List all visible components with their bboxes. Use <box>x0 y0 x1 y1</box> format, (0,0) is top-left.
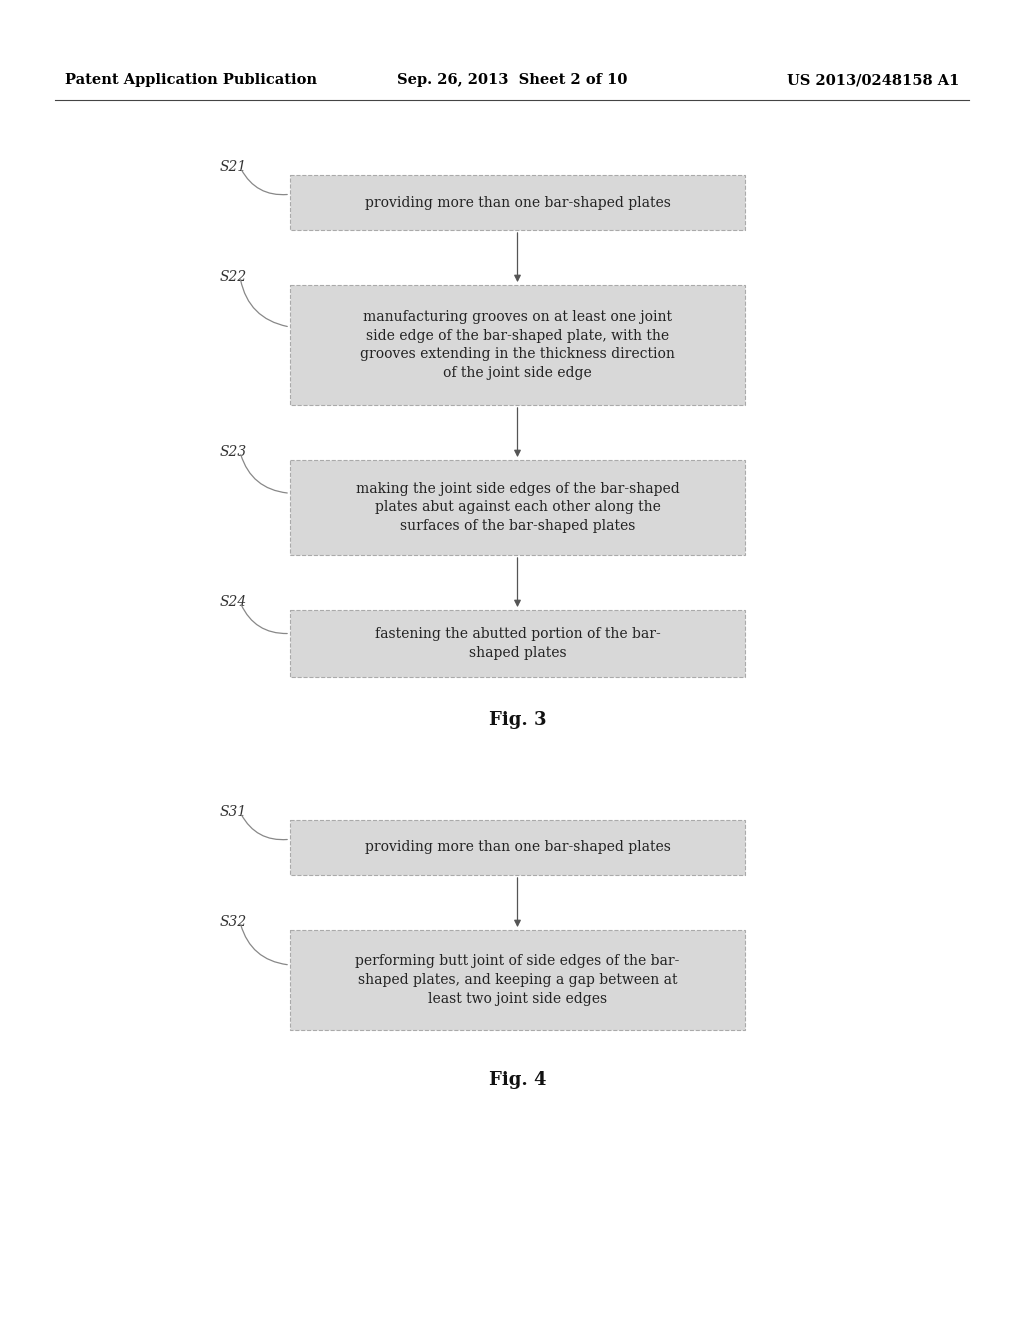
Bar <box>290 459 745 554</box>
Text: Sep. 26, 2013  Sheet 2 of 10: Sep. 26, 2013 Sheet 2 of 10 <box>397 73 627 87</box>
Text: S23: S23 <box>220 445 247 459</box>
Bar <box>290 176 745 230</box>
Text: fastening the abutted portion of the bar-
shaped plates: fastening the abutted portion of the bar… <box>375 627 660 660</box>
Bar <box>290 610 745 677</box>
Text: S24: S24 <box>220 595 247 609</box>
Text: Fig. 3: Fig. 3 <box>488 711 546 729</box>
Text: making the joint side edges of the bar-shaped
plates abut against each other alo: making the joint side edges of the bar-s… <box>355 482 679 533</box>
Text: Fig. 4: Fig. 4 <box>488 1071 546 1089</box>
Text: providing more than one bar-shaped plates: providing more than one bar-shaped plate… <box>365 841 671 854</box>
Bar <box>290 931 745 1030</box>
Text: S21: S21 <box>220 160 247 174</box>
Bar <box>290 285 745 405</box>
Text: manufacturing grooves on at least one joint
side edge of the bar-shaped plate, w: manufacturing grooves on at least one jo… <box>360 310 675 380</box>
Text: Patent Application Publication: Patent Application Publication <box>65 73 317 87</box>
Text: S22: S22 <box>220 271 247 284</box>
Bar <box>290 820 745 875</box>
Text: S31: S31 <box>220 805 247 818</box>
Text: providing more than one bar-shaped plates: providing more than one bar-shaped plate… <box>365 195 671 210</box>
Text: performing butt joint of side edges of the bar-
shaped plates, and keeping a gap: performing butt joint of side edges of t… <box>355 954 680 1006</box>
Text: S32: S32 <box>220 915 247 929</box>
Text: US 2013/0248158 A1: US 2013/0248158 A1 <box>786 73 959 87</box>
